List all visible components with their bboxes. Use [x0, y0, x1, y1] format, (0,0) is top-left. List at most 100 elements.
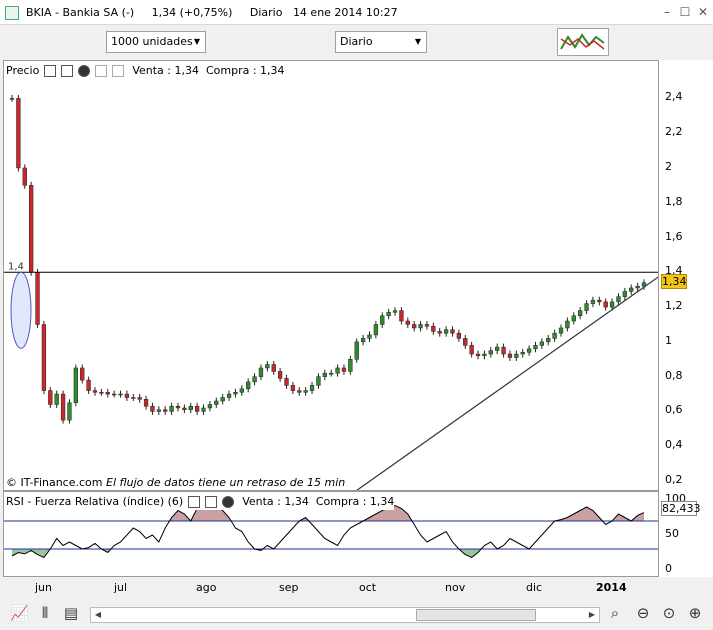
candle-body — [118, 393, 123, 396]
candle-body — [635, 285, 640, 289]
price-panel-header: Precio Venta : 1,34 Compra : 1,34 — [6, 62, 285, 79]
price-y-tick: 2,2 — [665, 125, 683, 139]
candle-body — [322, 372, 327, 377]
rsi-line — [11, 502, 645, 559]
candle-body — [9, 98, 15, 100]
candle-body — [354, 341, 359, 360]
window-icon[interactable] — [205, 495, 218, 508]
candle-body — [284, 378, 289, 386]
candle-body — [507, 353, 513, 358]
candles-icon[interactable]: ⫴ — [41, 604, 49, 622]
price-y-tick: 2 — [665, 159, 672, 173]
level-line-label: 1,4 — [8, 261, 24, 272]
close-button[interactable]: ✕ — [697, 5, 709, 19]
price-y-tick: 1 — [665, 333, 672, 347]
indicators-button[interactable] — [557, 28, 609, 56]
rsi-panel[interactable]: RSI - Fuerza Relativa (índice) (6) Venta… — [3, 491, 659, 577]
wrench-icon[interactable] — [188, 495, 201, 508]
candle-body — [29, 185, 34, 273]
minimize-button[interactable]: – — [664, 5, 670, 19]
candle-body — [188, 405, 193, 410]
price-chart[interactable]: 1,4 — [4, 61, 659, 491]
candle-body — [475, 353, 481, 357]
x-label-jul: jul — [114, 581, 128, 594]
candle-body — [348, 359, 353, 372]
candle-body — [609, 301, 615, 308]
chevron-down-icon: ▼ — [193, 37, 200, 46]
export-icon[interactable] — [95, 64, 108, 77]
close-circle-icon[interactable] — [78, 64, 91, 77]
candle-body — [309, 385, 315, 391]
candle-body — [641, 282, 647, 287]
candle-body — [150, 405, 155, 412]
last-price-tag: 1,34 — [661, 274, 687, 289]
period-select[interactable]: Diario ▼ — [335, 31, 427, 53]
candle-body — [175, 405, 181, 409]
scroll-right-icon[interactable]: ▶ — [588, 610, 596, 619]
candle-body — [290, 385, 296, 391]
zoom-area-icon[interactable]: ⌕ — [610, 604, 620, 622]
selection-ellipse — [10, 271, 32, 349]
candle-body — [48, 390, 53, 405]
candle-body — [335, 367, 340, 374]
candle-body — [54, 393, 59, 405]
window-icon[interactable] — [61, 64, 74, 77]
maximize-button[interactable]: ☐ — [679, 5, 691, 19]
candle-body — [565, 320, 570, 329]
app-icon — [5, 6, 19, 20]
candle-body — [514, 353, 519, 358]
import-icon[interactable] — [112, 64, 125, 77]
zoom-out-icon[interactable]: ⊖ — [636, 604, 650, 622]
candle-body — [41, 324, 47, 391]
candle-body — [182, 407, 187, 410]
price-y-tick: 1,6 — [665, 229, 683, 243]
price-y-tick: 1,2 — [665, 299, 683, 313]
quantity-select[interactable]: 1000 unidades ▼ — [106, 31, 206, 53]
time-scrollbar[interactable]: ◀ ▶ — [90, 607, 600, 623]
x-axis: jun jul ago sep oct nov dic 2014 — [3, 577, 659, 599]
zoom-reset-icon[interactable]: ⊙ — [662, 604, 676, 622]
candle-body — [156, 409, 161, 412]
candle-body — [111, 393, 117, 396]
candle-body — [399, 310, 404, 322]
price-y-tick: 0,6 — [665, 403, 683, 417]
wrench-icon[interactable] — [44, 64, 57, 77]
rsi-panel-title: RSI - Fuerza Relativa (índice) (6) — [6, 495, 184, 508]
candle-body — [603, 301, 608, 308]
indicators-list-icon[interactable]: ▤ — [63, 604, 79, 622]
rsi-chart[interactable] — [4, 492, 659, 577]
candle-body — [629, 287, 634, 292]
chart-type-icon[interactable]: 📈 — [10, 604, 29, 622]
candle-body — [277, 371, 283, 379]
price-panel[interactable]: 1,4 Precio Venta : 1,34 Compra : 1,34 © … — [3, 60, 659, 491]
close-circle-icon[interactable] — [222, 495, 235, 508]
candle-body — [316, 376, 321, 386]
candle-body — [99, 392, 104, 394]
price-quote: Venta : 1,34 Compra : 1,34 — [132, 64, 285, 77]
zoom-in-icon[interactable]: ⊕ — [688, 604, 702, 622]
candle-body — [105, 392, 110, 395]
candle-body — [265, 364, 270, 369]
candle-body — [616, 296, 621, 303]
candle-body — [469, 345, 474, 355]
rsi-quote: Venta : 1,34 Compra : 1,34 — [242, 495, 395, 508]
x-label-ago: ago — [196, 581, 217, 594]
candle-body — [297, 390, 302, 393]
candle-body — [35, 272, 40, 325]
candle-body — [424, 324, 430, 327]
price-y-tick: 0,4 — [665, 438, 683, 452]
chevron-down-icon: ▼ — [414, 37, 421, 46]
indicators-icon — [560, 33, 605, 50]
rsi-last-value-tag: 82,433 — [661, 501, 701, 516]
scrollbar-thumb[interactable] — [416, 609, 536, 621]
scroll-left-icon[interactable]: ◀ — [94, 610, 102, 619]
title-bar: BKIA - Bankia SA (-) 1,34 (+0,75%) Diari… — [0, 0, 713, 25]
candle-body — [233, 392, 238, 395]
period-select-value: Diario — [340, 35, 373, 48]
candle-body — [67, 402, 72, 421]
candle-body — [412, 324, 417, 329]
candle-body — [405, 320, 410, 325]
candle-body — [329, 372, 334, 375]
window-title: BKIA - Bankia SA (-) 1,34 (+0,75%) Diari… — [26, 6, 398, 19]
candle-body — [373, 324, 379, 336]
